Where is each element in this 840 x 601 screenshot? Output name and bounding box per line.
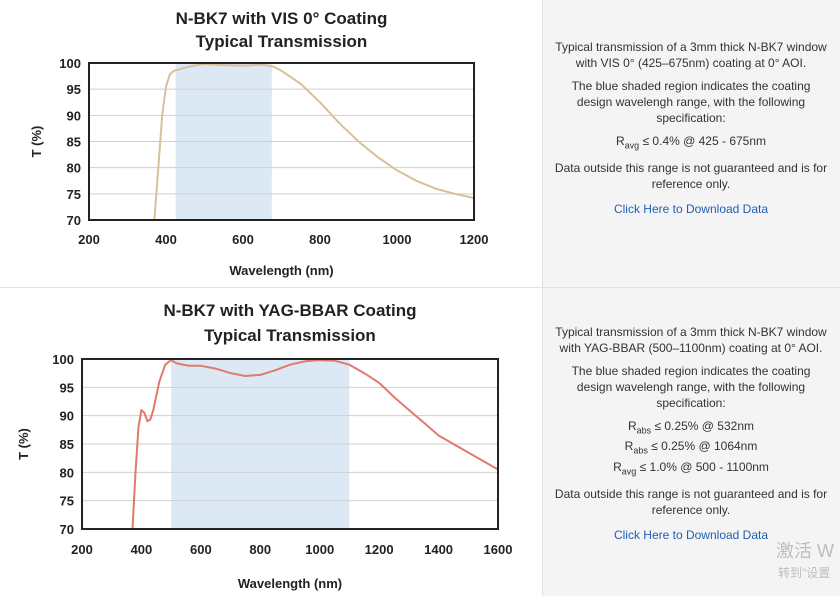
x-tick-label: 200 <box>71 542 93 557</box>
download-data-link[interactable]: Click Here to Download Data <box>613 202 769 217</box>
y-tick-label: 75 <box>60 494 74 509</box>
spec-list: Ravg ≤ 0.4% @ 425 - 675nm <box>553 133 829 153</box>
chart-vis-transmission: N-BK7 with VIS 0° Coating Typical Transmi… <box>29 9 489 278</box>
x-tick-label: 800 <box>309 232 331 247</box>
y-tick-label: 90 <box>60 409 74 424</box>
y-tick-label: 70 <box>60 522 74 537</box>
spec-value: ≤ 0.25% @ 532nm <box>654 419 755 433</box>
x-tick-label: 1600 <box>484 542 513 557</box>
spec-symbol: R <box>615 134 625 148</box>
spec-subscript: avg <box>624 140 640 151</box>
y-axis-label: T (%) <box>29 126 44 158</box>
spec-symbol: R <box>613 459 622 474</box>
spec-symbol: R <box>627 419 637 433</box>
series-line <box>153 63 475 221</box>
y-tick-label: 95 <box>60 380 74 395</box>
plot-frame <box>88 62 475 221</box>
description-disclaimer: Data outside this range is not guarantee… <box>554 161 828 192</box>
y-tick-label: 90 <box>67 108 81 123</box>
spec-value: ≤ 1.0% @ 500 - 1100nm <box>639 459 769 474</box>
description-region-note: The blue shaded region indicates the coa… <box>571 364 811 410</box>
y-tick-label: 70 <box>67 213 81 228</box>
y-tick-label: 85 <box>67 135 81 150</box>
spec-symbol: R <box>624 439 634 454</box>
description-region-note: The blue shaded region indicates the coa… <box>571 79 811 125</box>
x-tick-label: 1000 <box>305 542 334 557</box>
description-intro: Typical transmission of a 3mm thick N-BK… <box>555 40 827 70</box>
chart-cell-vis: N-BK7 with VIS 0° Coating Typical Transmi… <box>0 0 543 287</box>
description-intro: Typical transmission of a 3mm thick N-BK… <box>555 325 827 355</box>
y-tick-label: 85 <box>60 437 74 452</box>
spec-line: Ravg ≤ 0.4% @ 425 - 675nm <box>553 133 829 153</box>
chart-row-yag: N-BK7 with YAG-BBAR Coating Typical Trans… <box>0 288 840 596</box>
x-tick-label: 600 <box>232 232 254 247</box>
x-axis-label: Wavelength (nm) <box>229 263 333 278</box>
y-tick-label: 80 <box>60 465 74 480</box>
y-tick-label: 80 <box>67 161 81 176</box>
description-text-vis: Typical transmission of a 3mm thick N-BK… <box>553 39 829 224</box>
description-text-yag: Typical transmission of a 3mm thick N-BK… <box>553 324 829 550</box>
chart-row-vis: N-BK7 with VIS 0° Coating Typical Transmi… <box>0 0 840 288</box>
spec-subscript: avg <box>621 466 637 477</box>
download-data-link[interactable]: Click Here to Download Data <box>613 528 769 543</box>
x-tick-label: 1400 <box>424 542 453 557</box>
spec-value: ≤ 0.4% @ 425 - 675nm <box>642 134 767 148</box>
y-axis-label: T (%) <box>16 428 31 460</box>
chart-cell-yag: N-BK7 with YAG-BBAR Coating Typical Trans… <box>0 288 543 596</box>
chart-yag-bbar-transmission: N-BK7 with YAG-BBAR Coating Typical Trans… <box>16 301 513 591</box>
description-panel-vis: Typical transmission of a 3mm thick N-BK… <box>543 0 840 287</box>
chart-subtitle: Typical Transmission <box>196 32 368 51</box>
spec-value: ≤ 0.25% @ 1064nm <box>651 439 758 454</box>
plot-frame <box>81 358 499 530</box>
x-tick-label: 400 <box>155 232 177 247</box>
chart-title: N-BK7 with VIS 0° Coating <box>176 9 388 28</box>
chart-title: N-BK7 with YAG-BBAR Coating <box>163 301 416 320</box>
x-tick-label: 600 <box>190 542 212 557</box>
spec-subscript: abs <box>636 425 652 436</box>
spec-line: Rabs ≤ 0.25% @ 1064nm <box>553 438 829 458</box>
x-tick-label: 800 <box>249 542 271 557</box>
description-panel-yag: Typical transmission of a 3mm thick N-BK… <box>543 288 840 596</box>
x-tick-label: 400 <box>131 542 153 557</box>
chart-subtitle: Typical Transmission <box>204 326 376 345</box>
x-axis-label: Wavelength (nm) <box>238 576 342 591</box>
series-line <box>131 359 499 530</box>
os-activation-watermark: 激活 W <box>776 541 834 561</box>
os-activation-watermark-sub: 转到"设置 <box>778 566 831 580</box>
description-disclaimer: Data outside this range is not guarantee… <box>554 487 828 518</box>
x-tick-label: 200 <box>78 232 100 247</box>
spec-line: Ravg ≤ 1.0% @ 500 - 1100nm <box>553 459 829 479</box>
x-tick-label: 1000 <box>383 232 412 247</box>
spec-list: Rabs ≤ 0.25% @ 532nm Rabs ≤ 0.25% @ 1064… <box>553 418 829 479</box>
spec-line: Rabs ≤ 0.25% @ 532nm <box>553 418 829 438</box>
spec-subscript: abs <box>633 445 648 456</box>
y-tick-label: 100 <box>52 352 74 367</box>
x-tick-label: 1200 <box>460 232 489 247</box>
y-tick-label: 95 <box>67 82 81 97</box>
y-tick-label: 75 <box>67 187 81 202</box>
x-tick-label: 1200 <box>365 542 394 557</box>
y-tick-label: 100 <box>59 56 81 71</box>
